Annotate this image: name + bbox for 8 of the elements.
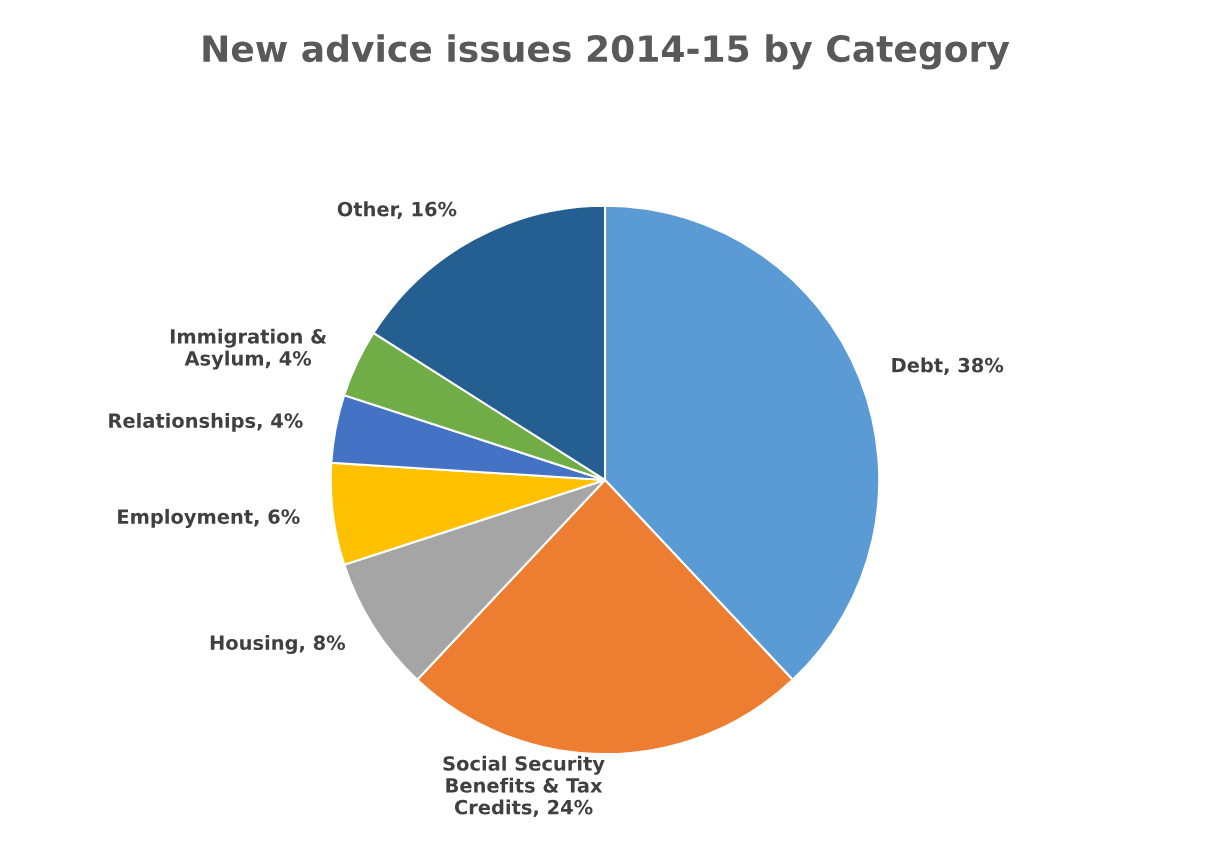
chart-title: New advice issues 2014-15 by Category: [203, 34, 1010, 70]
slice-label: Social Security Benefits & Tax Credits, 24%: [443, 755, 605, 818]
slice-label: Other, 16%: [337, 201, 457, 219]
slice-label: Relationships, 4%: [109, 412, 303, 432]
slice-label: Immigration & Asylum, 4%: [170, 328, 327, 370]
slice-label: Debt, 38%: [892, 357, 1004, 375]
slice-label: Housing, 8%: [210, 635, 346, 654]
slice-label: Employment, 6%: [118, 508, 300, 528]
